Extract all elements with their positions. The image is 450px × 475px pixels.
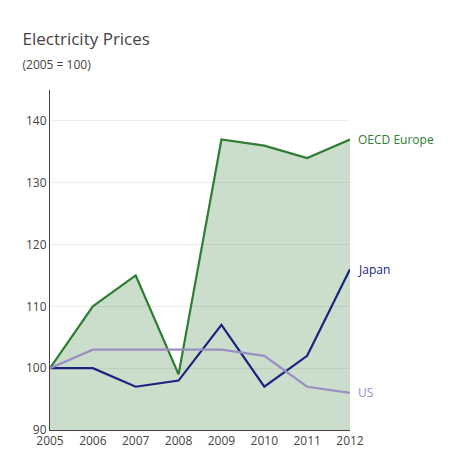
svg-text:2011: 2011: [293, 432, 320, 449]
svg-text:130: 130: [26, 174, 47, 191]
svg-text:90: 90: [33, 421, 47, 438]
svg-text:2005: 2005: [36, 432, 64, 449]
svg-text:OECD Europe: OECD Europe: [358, 131, 434, 148]
svg-text:110: 110: [26, 298, 47, 315]
svg-text:(2005 = 100): (2005 = 100): [23, 56, 92, 73]
svg-text:2008: 2008: [165, 432, 193, 449]
svg-text:2012: 2012: [336, 432, 364, 449]
svg-text:2009: 2009: [208, 432, 236, 449]
svg-text:100: 100: [26, 359, 47, 376]
svg-text:Japan: Japan: [358, 261, 390, 278]
svg-text:120: 120: [26, 236, 47, 253]
svg-text:Electricity Prices: Electricity Prices: [23, 27, 150, 50]
svg-text:140: 140: [26, 112, 47, 129]
svg-text:2007: 2007: [122, 432, 150, 449]
svg-text:2010: 2010: [251, 432, 279, 449]
svg-text:US: US: [358, 384, 373, 401]
svg-text:2006: 2006: [79, 432, 107, 449]
